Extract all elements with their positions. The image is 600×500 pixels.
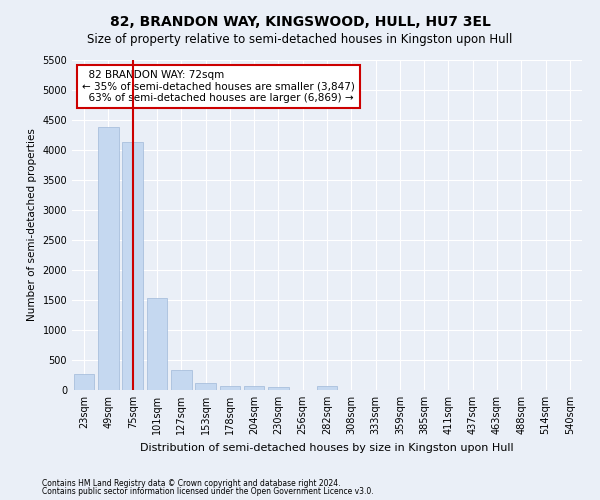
Bar [317,386,337,390]
Bar [195,384,216,390]
Text: 82, BRANDON WAY, KINGSWOOD, HULL, HU7 3EL: 82, BRANDON WAY, KINGSWOOD, HULL, HU7 3E… [110,15,490,29]
X-axis label: Distribution of semi-detached houses by size in Kingston upon Hull: Distribution of semi-detached houses by … [140,442,514,452]
Text: Contains HM Land Registry data © Crown copyright and database right 2024.: Contains HM Land Registry data © Crown c… [42,478,341,488]
Bar [122,142,143,390]
Bar [74,374,94,390]
Text: Contains public sector information licensed under the Open Government Licence v3: Contains public sector information licen… [42,487,374,496]
Bar [146,298,167,390]
Bar [244,386,265,390]
Bar [268,386,289,390]
Bar [220,386,240,390]
Text: Size of property relative to semi-detached houses in Kingston upon Hull: Size of property relative to semi-detach… [88,32,512,46]
Text: 82 BRANDON WAY: 72sqm  
← 35% of semi-detached houses are smaller (3,847)
  63% : 82 BRANDON WAY: 72sqm ← 35% of semi-deta… [82,70,355,103]
Y-axis label: Number of semi-detached properties: Number of semi-detached properties [27,128,37,322]
Bar [171,370,191,390]
Bar [98,127,119,390]
